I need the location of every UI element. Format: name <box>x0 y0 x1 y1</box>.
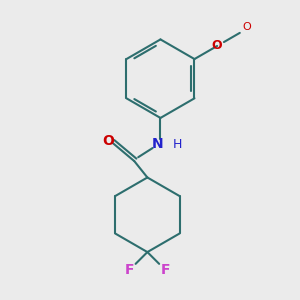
Text: O: O <box>212 40 222 52</box>
Text: O: O <box>102 134 114 148</box>
Text: O: O <box>242 22 251 32</box>
Text: F: F <box>161 263 170 278</box>
Text: H: H <box>173 138 182 151</box>
Text: N: N <box>152 137 164 151</box>
Text: F: F <box>124 263 134 278</box>
